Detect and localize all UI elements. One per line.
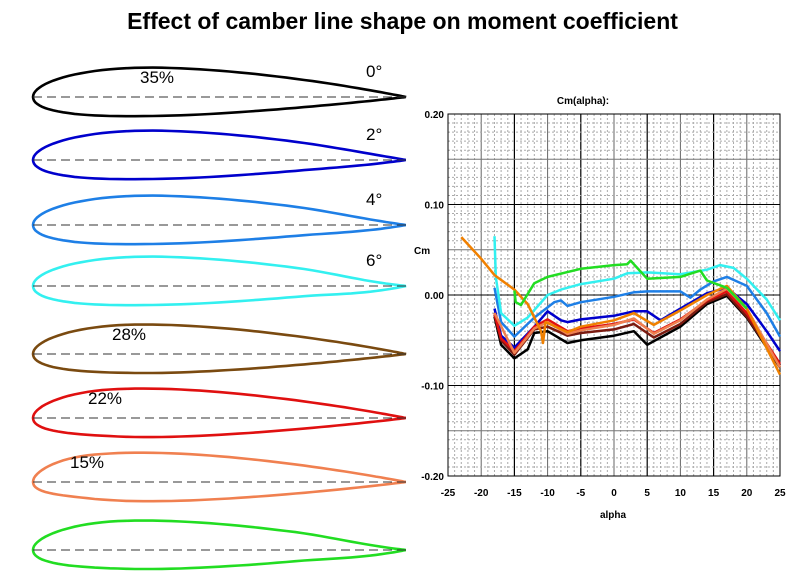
airfoil-camber-label: 22% bbox=[88, 389, 122, 408]
airfoil-outline bbox=[31, 194, 407, 246]
x-tick-label: -20 bbox=[474, 488, 489, 499]
x-tick-label: -15 bbox=[507, 488, 522, 499]
cm-chart bbox=[447, 113, 782, 477]
series-line-7 bbox=[460, 236, 782, 376]
airfoil-7 bbox=[31, 519, 407, 571]
airfoil-3 bbox=[31, 255, 407, 307]
x-tick-label: 0 bbox=[611, 488, 617, 499]
airfoil-0 bbox=[31, 66, 407, 118]
y-tick-label: 0.10 bbox=[425, 201, 445, 212]
airfoil-2 bbox=[31, 194, 407, 246]
airfoil-outline bbox=[31, 519, 407, 571]
airfoil-camber-label: 15% bbox=[70, 453, 104, 472]
chart-title: Cm(alpha): bbox=[557, 96, 609, 107]
airfoil-angle-label: 0° bbox=[366, 62, 382, 81]
airfoil-6 bbox=[31, 451, 407, 503]
airfoil-angle-label: 6° bbox=[366, 251, 382, 270]
y-tick-label: -0.10 bbox=[421, 382, 444, 393]
plot-frame bbox=[447, 113, 781, 477]
airfoil-outline bbox=[31, 66, 407, 118]
y-tick-label: 0.00 bbox=[425, 291, 445, 302]
series-line-0 bbox=[493, 294, 782, 369]
x-tick-label: 5 bbox=[644, 488, 650, 499]
series-line-3 bbox=[493, 236, 782, 328]
series-line-6 bbox=[493, 287, 782, 369]
airfoil-1 bbox=[31, 129, 407, 181]
airfoil-5 bbox=[31, 387, 407, 439]
y-tick-label: -0.20 bbox=[421, 472, 444, 483]
airfoil-angle-label: 4° bbox=[366, 190, 382, 209]
airfoil-camber-label: 35% bbox=[140, 68, 174, 87]
x-tick-label: -5 bbox=[576, 488, 585, 499]
x-tick-label: -10 bbox=[540, 488, 555, 499]
airfoil-angle-label: 2° bbox=[366, 125, 382, 144]
x-tick-label: -25 bbox=[441, 488, 456, 499]
x-tick-label: 15 bbox=[708, 488, 720, 499]
series-line-8 bbox=[513, 259, 748, 310]
airfoil-outline bbox=[31, 323, 407, 375]
airfoil-camber-label: 28% bbox=[112, 325, 146, 344]
x-tick-label: 10 bbox=[675, 488, 687, 499]
airfoil-4 bbox=[31, 323, 407, 375]
x-tick-label: 20 bbox=[741, 488, 753, 499]
y-tick-label: 0.20 bbox=[425, 110, 445, 121]
airfoil-outline bbox=[31, 129, 407, 181]
figure-title: Effect of camber line shape on moment co… bbox=[127, 8, 678, 34]
x-tick-label: 25 bbox=[774, 488, 786, 499]
x-axis-label: alpha bbox=[600, 510, 627, 521]
y-axis-label: Cm bbox=[414, 246, 430, 257]
airfoil-outline bbox=[31, 255, 407, 307]
